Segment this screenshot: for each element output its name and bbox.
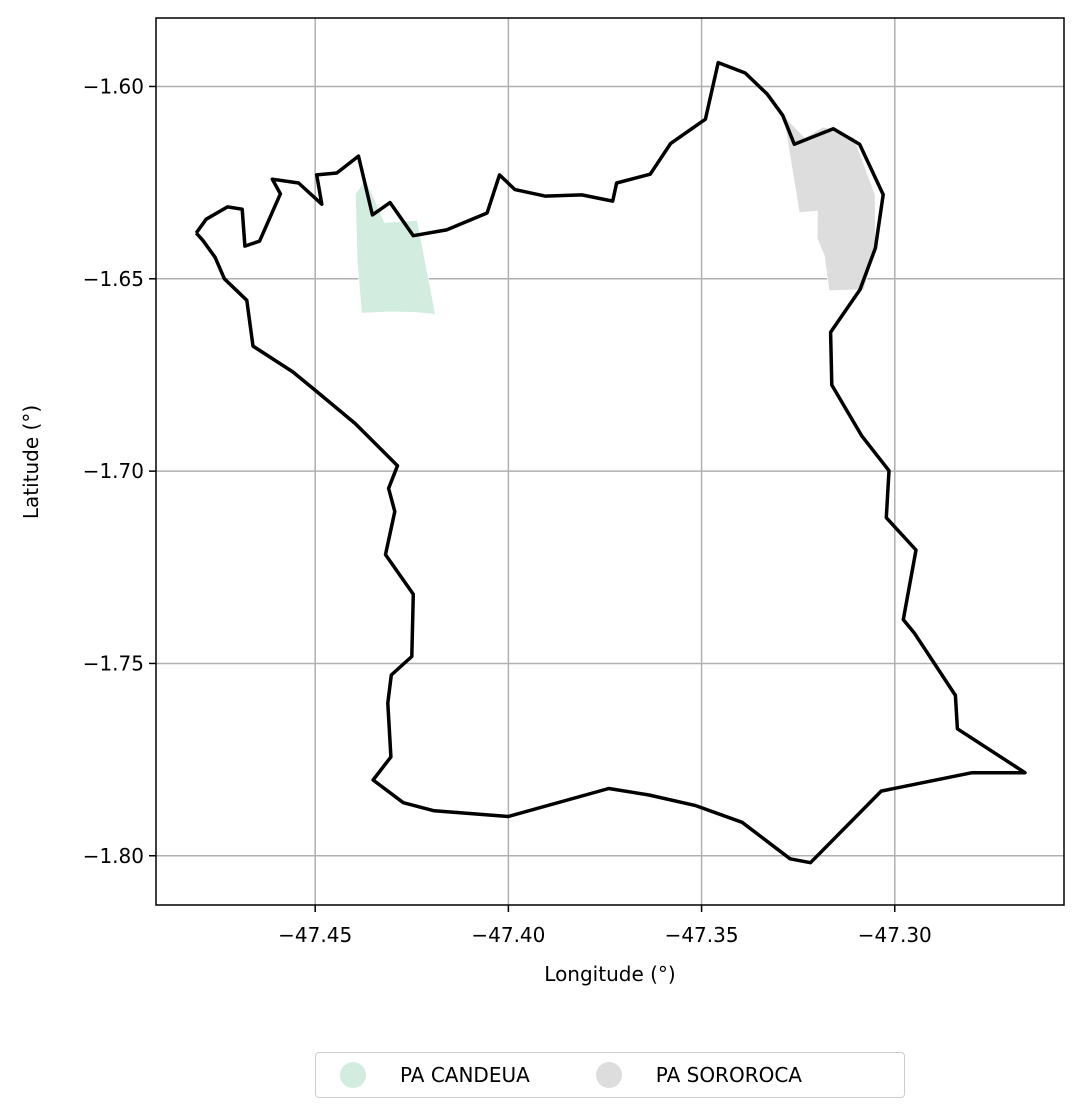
legend: PA CANDEUA PA SOROROCA <box>315 1052 905 1098</box>
x-tick-label: −47.30 <box>858 923 932 947</box>
legend-label-candeua: PA CANDEUA <box>400 1063 530 1087</box>
x-tick-label: −47.40 <box>471 923 545 947</box>
y-tick-label: −1.75 <box>83 651 144 675</box>
y-axis-ticks: −1.60 −1.65 −1.70 −1.75 −1.80 <box>83 74 156 868</box>
plot-area <box>155 17 1065 906</box>
legend-swatch-candeua <box>340 1062 366 1088</box>
legend-item-sororoca: PA SOROROCA <box>595 1053 802 1097</box>
x-axis-label: Longitude (°) <box>544 962 675 986</box>
y-tick-label: −1.60 <box>83 74 144 98</box>
region-pa-sororoca <box>783 114 876 292</box>
y-tick-label: −1.65 <box>83 267 144 291</box>
y-tick-label: −1.80 <box>83 844 144 868</box>
y-axis-label: Latitude (°) <box>19 405 43 519</box>
x-tick-label: −47.35 <box>665 923 739 947</box>
x-tick-label: −47.45 <box>278 923 352 947</box>
y-tick-label: −1.70 <box>83 459 144 483</box>
legend-label-sororoca: PA SOROROCA <box>655 1063 802 1087</box>
municipality-boundary <box>194 60 1027 865</box>
x-axis-ticks: −47.45 −47.40 −47.35 −47.30 <box>278 905 932 947</box>
regions <box>355 114 876 315</box>
plot-frame <box>155 17 1065 906</box>
grid-lines <box>156 18 1064 905</box>
legend-swatch-sororoca <box>595 1062 622 1088</box>
boundary <box>194 60 1027 865</box>
legend-item-candeua: PA CANDEUA <box>340 1053 530 1097</box>
